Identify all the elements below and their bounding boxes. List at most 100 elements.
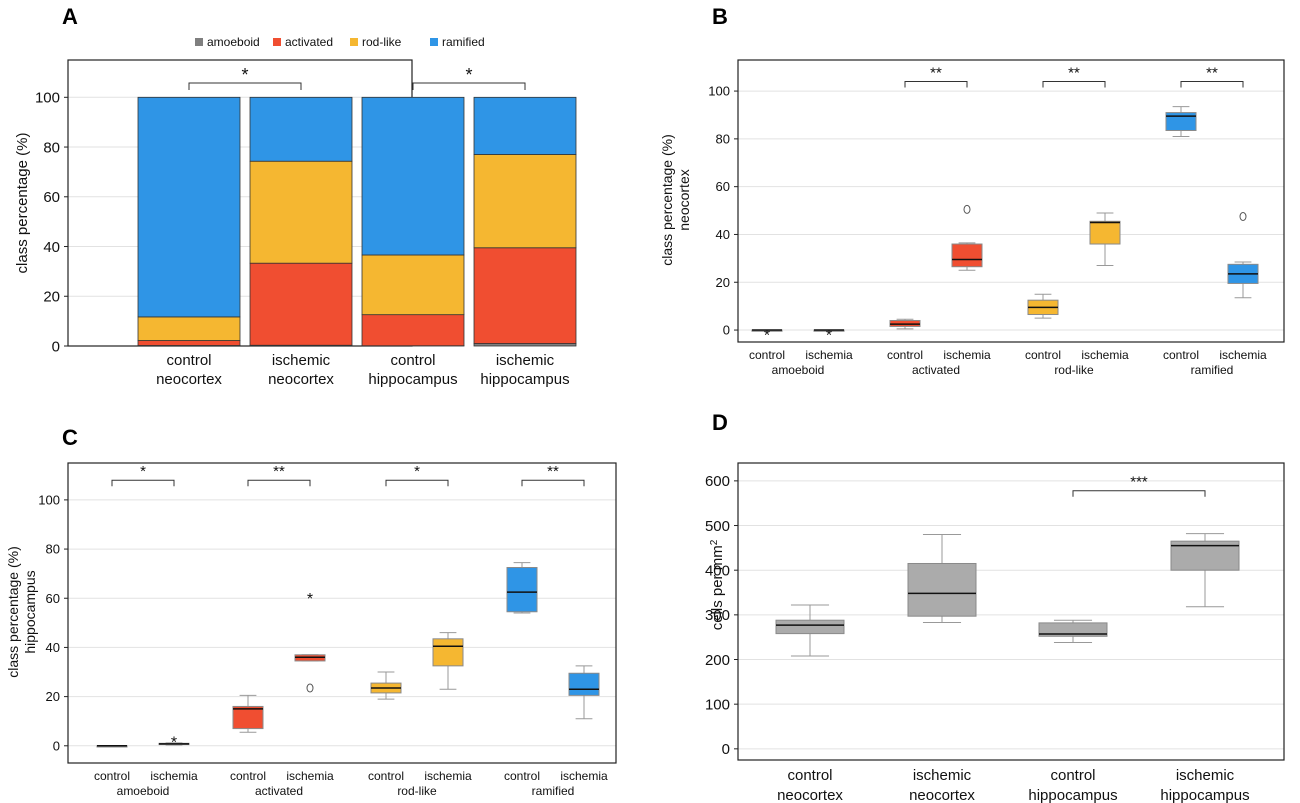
plot-frame — [737, 59, 1285, 343]
significance-label: ** — [1068, 65, 1080, 82]
y-axis-label: class percentage (%) — [659, 134, 675, 266]
group-label: amoeboid — [117, 784, 170, 798]
y-tick-label: 20 — [46, 689, 60, 704]
x-tick-label: control — [504, 769, 540, 783]
x-tick-label: ischemia — [805, 348, 853, 362]
legend-swatch-amoeboid — [195, 38, 203, 46]
x-tick-label: control — [1025, 348, 1061, 362]
legend-label: rod-like — [362, 35, 402, 49]
x-tick-label: control — [1163, 348, 1199, 362]
box — [907, 562, 977, 617]
y-tick-label: 80 — [716, 131, 730, 146]
bar-segment — [473, 154, 577, 249]
panel-letter: B — [712, 4, 728, 29]
y-tick-label: 80 — [43, 139, 60, 156]
bar-segment — [473, 96, 577, 155]
significance-label: ** — [273, 463, 285, 480]
legend-swatch-ramified — [430, 38, 438, 46]
category-label: hippocampus — [1028, 787, 1117, 803]
x-tick-label: control — [94, 769, 130, 783]
box — [951, 243, 983, 268]
y-tick-label: 0 — [723, 323, 730, 338]
bar-segment — [137, 340, 241, 346]
y-tick-label: 20 — [43, 289, 60, 306]
x-tick-label: control — [368, 769, 404, 783]
panel-letter: A — [62, 4, 78, 29]
box — [568, 672, 600, 696]
bar-segment — [249, 96, 353, 162]
category-label: control — [1050, 767, 1095, 784]
category-label: neocortex — [156, 371, 222, 388]
category-label: neocortex — [777, 787, 843, 803]
group-label: rod-like — [1054, 363, 1094, 377]
y-axis-label-region: hippocampus — [22, 570, 38, 653]
panel-letter: C — [62, 425, 78, 450]
box — [1038, 622, 1108, 637]
category-label: control — [390, 352, 435, 369]
category-label: neocortex — [268, 371, 334, 388]
box — [1165, 112, 1197, 131]
group-label: ramified — [1191, 363, 1234, 377]
group-label: activated — [255, 784, 303, 798]
group-label: rod-like — [397, 784, 437, 798]
bar-segment — [249, 262, 353, 346]
box — [232, 705, 264, 730]
y-tick-label: 0 — [52, 338, 60, 355]
y-tick-label: 0 — [722, 741, 730, 758]
x-tick-label: control — [887, 348, 923, 362]
legend-swatch-activated — [273, 38, 281, 46]
significance-bracket — [111, 479, 175, 487]
significance-label: * — [414, 463, 420, 480]
bar-segment — [361, 314, 465, 347]
significance-bracket — [188, 82, 302, 90]
y-axis-label-text: cells per mm — [709, 545, 726, 630]
legend-label: activated — [285, 35, 333, 49]
x-tick-label: ischemia — [150, 769, 198, 783]
plot-frame — [737, 462, 1285, 761]
panel-b: 0 20 40 60 80 100 B * control * ischemia control isc… — [659, 4, 1285, 377]
extreme-marker: * — [171, 735, 177, 752]
significance-bracket — [385, 479, 449, 487]
box — [506, 567, 538, 613]
significance-bracket — [1180, 81, 1244, 88]
group-label: ramified — [532, 784, 575, 798]
group-label: activated — [912, 363, 960, 377]
bar-segment — [249, 160, 353, 264]
y-tick-label: 300 — [705, 607, 730, 624]
y-tick-label: 60 — [46, 591, 60, 606]
bar-segment — [137, 96, 241, 318]
significance-label: * — [465, 65, 472, 85]
panel-letter: D — [712, 410, 728, 435]
bar-segment — [137, 316, 241, 341]
box — [432, 638, 464, 667]
legend-label: ramified — [442, 35, 485, 49]
x-tick-label: ischemia — [1219, 348, 1267, 362]
y-tick-label: 200 — [705, 652, 730, 669]
category-label: neocortex — [909, 787, 975, 803]
significance-label: ** — [1206, 65, 1218, 82]
x-tick-label: ischemia — [286, 769, 334, 783]
x-tick-label: control — [230, 769, 266, 783]
significance-bracket — [1042, 81, 1106, 88]
significance-label: *** — [1130, 474, 1148, 491]
legend-label: amoeboid — [207, 35, 260, 49]
significance-bracket — [1072, 490, 1206, 497]
bar-segment — [473, 247, 577, 344]
significance-label: * — [241, 65, 248, 85]
category-label: hippocampus — [480, 371, 569, 388]
x-tick-label: ischemia — [560, 769, 608, 783]
y-axis-label: cells per mm2 — [709, 539, 727, 630]
y-tick-label: 60 — [43, 189, 60, 206]
significance-bracket — [521, 479, 585, 487]
box — [1089, 220, 1121, 245]
y-tick-label: 100 — [35, 90, 60, 107]
significance-bracket — [904, 81, 968, 88]
significance-bracket — [247, 479, 311, 487]
category-label: control — [166, 352, 211, 369]
bar-segment — [361, 254, 465, 316]
y-tick-label: 40 — [43, 239, 60, 256]
significance-label: * — [140, 463, 146, 480]
y-axis-label-superscript: 2 — [709, 539, 720, 545]
